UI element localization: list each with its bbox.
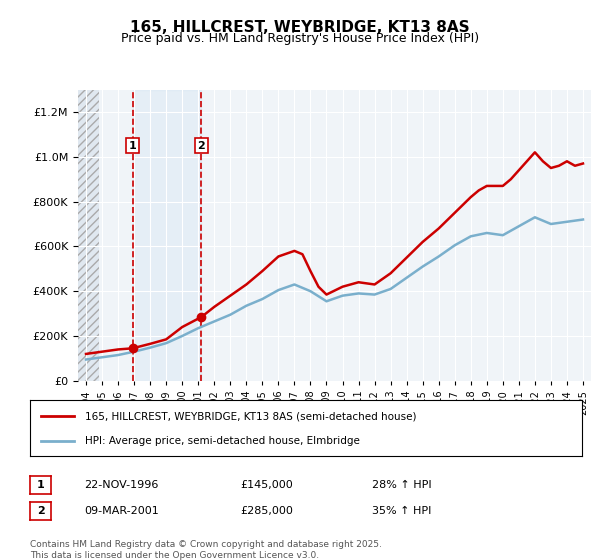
Text: 09-MAR-2001: 09-MAR-2001 bbox=[84, 506, 159, 516]
Bar bbox=[133, 90, 202, 381]
Text: 28% ↑ HPI: 28% ↑ HPI bbox=[372, 480, 431, 490]
Text: 35% ↑ HPI: 35% ↑ HPI bbox=[372, 506, 431, 516]
Text: Contains HM Land Registry data © Crown copyright and database right 2025.
This d: Contains HM Land Registry data © Crown c… bbox=[30, 540, 382, 560]
Text: HPI: Average price, semi-detached house, Elmbridge: HPI: Average price, semi-detached house,… bbox=[85, 436, 360, 446]
Text: 2: 2 bbox=[197, 141, 205, 151]
Text: 165, HILLCREST, WEYBRIDGE, KT13 8AS (semi-detached house): 165, HILLCREST, WEYBRIDGE, KT13 8AS (sem… bbox=[85, 411, 416, 421]
Text: 2: 2 bbox=[37, 506, 44, 516]
Text: 1: 1 bbox=[128, 141, 136, 151]
Text: £145,000: £145,000 bbox=[240, 480, 293, 490]
Text: 165, HILLCREST, WEYBRIDGE, KT13 8AS: 165, HILLCREST, WEYBRIDGE, KT13 8AS bbox=[130, 20, 470, 35]
Text: £285,000: £285,000 bbox=[240, 506, 293, 516]
Text: 22-NOV-1996: 22-NOV-1996 bbox=[84, 480, 158, 490]
Text: Price paid vs. HM Land Registry's House Price Index (HPI): Price paid vs. HM Land Registry's House … bbox=[121, 32, 479, 45]
Text: 1: 1 bbox=[37, 480, 44, 490]
